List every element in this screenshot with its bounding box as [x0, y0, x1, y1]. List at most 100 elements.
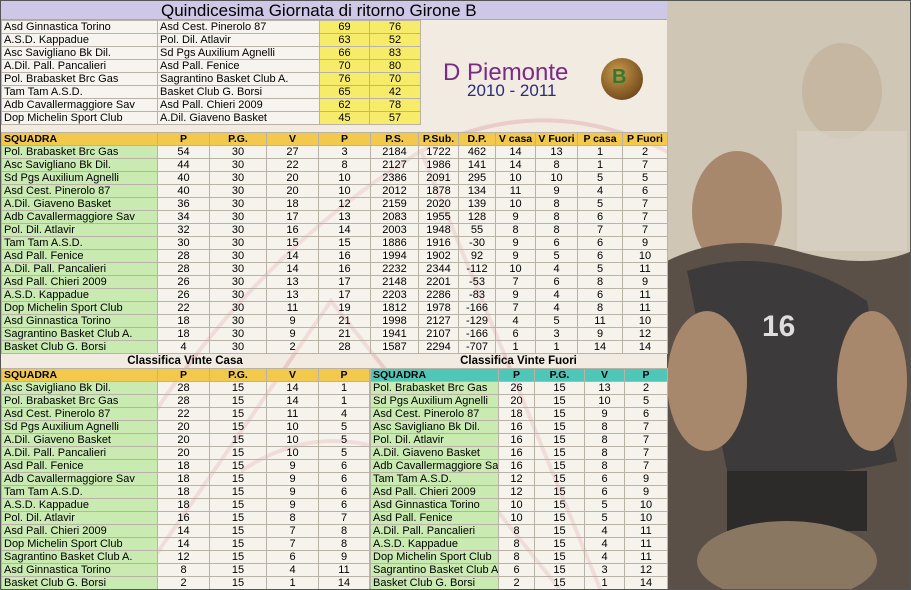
- table-cell: 5: [535, 249, 578, 263]
- table-cell: 11: [624, 550, 668, 564]
- table-cell: 6: [584, 485, 625, 499]
- table-row: Pol. Dil. Atlavir 32 30 16 14 2003 1948 55 8 8 7 7: [1, 223, 668, 237]
- table-cell: 14: [157, 537, 210, 551]
- table-cell: 14: [624, 576, 668, 589]
- table-cell: 9: [535, 184, 578, 198]
- home-team: Asd Ginnastica Torino: [1, 20, 158, 34]
- column-header: P.S.: [370, 132, 419, 146]
- table-cell: 5: [624, 394, 668, 408]
- table-cell: 12: [624, 563, 668, 577]
- team-name: Pol. Dil. Atlavir: [370, 433, 499, 447]
- table-cell: 7: [624, 459, 668, 473]
- table-cell: 9: [584, 407, 625, 421]
- table-cell: 5: [577, 171, 623, 185]
- column-header: P.G.: [209, 132, 267, 146]
- table-cell: 4: [584, 524, 625, 538]
- table-cell: 1878: [418, 184, 459, 198]
- table-cell: 1: [577, 158, 623, 172]
- table-row: Basket Club G. Borsi 4 30 2 28 1587 2294 -707 1 1…: [1, 340, 668, 354]
- table-cell: 17: [318, 275, 371, 289]
- table-cell: 12: [498, 485, 535, 499]
- table-cell: 30: [209, 184, 267, 198]
- table-cell: 295: [458, 171, 496, 185]
- table-cell: 13: [535, 145, 578, 159]
- table-cell: 9: [622, 275, 668, 289]
- table-cell: 17: [318, 288, 371, 302]
- table-cell: 27: [266, 145, 319, 159]
- table-cell: 18: [157, 459, 210, 473]
- player-image: 16: [667, 1, 910, 589]
- table-row: Pol. Brabasket Brc Gas 28 15 14 1: [1, 394, 370, 408]
- table-cell: 6: [577, 288, 623, 302]
- team-name: Asd Ginnastica Torino: [1, 314, 158, 328]
- table-cell: 128: [458, 210, 496, 224]
- table-cell: 6: [577, 249, 623, 263]
- table-row: A.S.D. Kappadue 26 30 13 17 2203 2286 -83 9 4 6 11: [1, 288, 668, 302]
- table-cell: 15: [318, 236, 371, 250]
- table-cell: 14: [622, 340, 668, 354]
- table-cell: 1886: [370, 236, 419, 250]
- table-cell: 6: [318, 459, 370, 473]
- column-header: D.P.: [458, 132, 496, 146]
- table-cell: 8: [584, 420, 625, 434]
- table-cell: 8: [535, 197, 578, 211]
- team-name: Adb Cavallermaggiore Sav: [1, 210, 158, 224]
- table-cell: 6: [266, 550, 319, 564]
- table-cell: 1722: [418, 145, 459, 159]
- table-row: Pol. Brabasket Brc Gas 26 15 13 2: [370, 381, 668, 395]
- table-cell: 14: [266, 381, 319, 395]
- team-name: Asd Ginnastica Torino: [1, 563, 158, 577]
- table-cell: 4: [535, 262, 578, 276]
- table-cell: 1916: [418, 236, 459, 250]
- table-cell: 20: [498, 394, 535, 408]
- away-score: 57: [369, 111, 421, 125]
- table-cell: 18: [157, 472, 210, 486]
- table-cell: 40: [157, 171, 210, 185]
- table-cell: 8: [495, 223, 536, 237]
- table-cell: -166: [458, 327, 496, 341]
- table-cell: 18: [157, 314, 210, 328]
- table-cell: 2107: [418, 327, 459, 341]
- table-cell: 2344: [418, 262, 459, 276]
- table-cell: 28: [157, 249, 210, 263]
- table-cell: 9: [624, 485, 668, 499]
- team-name: Sd Pgs Auxilium Agnelli: [1, 171, 158, 185]
- team-name: Pol. Dil. Atlavir: [1, 223, 158, 237]
- table-cell: 2083: [370, 210, 419, 224]
- page-title: Quindicesima Giornata di ritorno Girone …: [1, 1, 667, 20]
- table-cell: 5: [577, 197, 623, 211]
- team-name: A.Dil. Pall. Pancalieri: [370, 524, 499, 538]
- home-team: Tam Tam A.S.D.: [1, 85, 158, 99]
- table-row: Dop Michelin Sport Club 8 15 4 11: [370, 550, 668, 564]
- table-cell: 20: [266, 171, 319, 185]
- standings-table: SQUADRA P P.G. V P P.S. P.Sub. D.P. V casa V Fuor…: [1, 132, 668, 354]
- table-row: A.Dil. Giaveno Basket 36 30 18 12 2159 2020 139…: [1, 197, 668, 211]
- table-row: Sd Pgs Auxilium Agnelli 20 15 10 5: [370, 394, 668, 408]
- table-cell: 6: [318, 498, 370, 512]
- table-cell: 2148: [370, 275, 419, 289]
- table-cell: 1812: [370, 301, 419, 315]
- table-cell: 16: [498, 459, 535, 473]
- team-name: Tam Tam A.S.D.: [1, 485, 158, 499]
- table-cell: 9: [266, 485, 319, 499]
- column-header: P: [498, 368, 535, 382]
- table-row: A.Dil. Giaveno Basket 16 15 8 7: [370, 446, 668, 460]
- table-cell: 18: [266, 197, 319, 211]
- table-cell: 15: [209, 407, 267, 421]
- table-cell: 19: [318, 301, 371, 315]
- table-cell: 26: [157, 275, 210, 289]
- table-cell: -53: [458, 275, 496, 289]
- away-team: Asd Cest. Pinerolo 87: [157, 20, 320, 34]
- table-cell: 21: [318, 314, 371, 328]
- home-score: 45: [319, 111, 370, 125]
- table-cell: 1941: [370, 327, 419, 341]
- away-team: A.Dil. Giaveno Basket: [157, 111, 320, 125]
- table-cell: 15: [209, 537, 267, 551]
- table-cell: 15: [534, 537, 585, 551]
- away-score: 52: [369, 33, 421, 47]
- away-score: 80: [369, 59, 421, 73]
- team-name: Asd Pall. Chieri 2009: [370, 485, 499, 499]
- table-cell: 15: [534, 524, 585, 538]
- table-row: Pol. Brabasket Brc Gas 54 30 27 3 2184 1722 462…: [1, 145, 668, 159]
- team-name: Basket Club G. Borsi: [370, 576, 499, 589]
